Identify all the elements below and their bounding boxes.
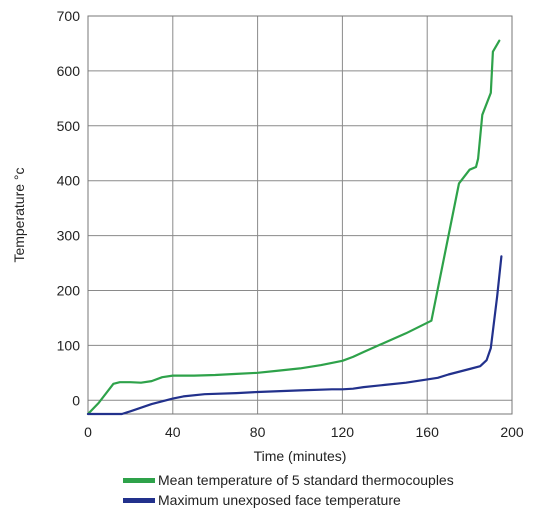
x-axis-title: Time (minutes): [254, 448, 347, 464]
x-tick-label: 120: [331, 424, 355, 440]
y-tick-label: 200: [57, 282, 81, 298]
y-tick-labels: 0 100 200 300 400 500 600 700: [57, 8, 81, 408]
y-tick-label: 400: [57, 173, 81, 189]
legend-swatch-maximum: [123, 497, 155, 503]
y-tick-label: 300: [57, 228, 81, 244]
legend: Mean temperature of 5 standard thermocou…: [123, 470, 454, 510]
series-line-maximum: [86, 255, 503, 416]
legend-label-mean: Mean temperature of 5 standard thermocou…: [158, 472, 454, 488]
x-tick-label: 80: [250, 424, 266, 440]
y-tick-label: 0: [72, 392, 80, 408]
line-chart: 0 100 200 300 400 500 600 700 0 40 80 120 160 200 Ti…: [11, 8, 524, 464]
y-tick-label: 100: [57, 337, 81, 353]
legend-item-mean: Mean temperature of 5 standard thermocou…: [123, 470, 454, 490]
x-tick-label: 200: [500, 424, 524, 440]
x-tick-label: 40: [165, 424, 181, 440]
series-layer: [86, 39, 503, 416]
y-axis-title: Temperature °c: [11, 167, 27, 262]
legend-label-maximum: Maximum unexposed face temperature: [158, 492, 401, 508]
legend-swatch-mean: [123, 477, 155, 483]
grid: [88, 16, 512, 414]
x-tick-label: 160: [416, 424, 440, 440]
x-tick-labels: 0 40 80 120 160 200: [84, 424, 524, 440]
plot-frame: [87, 15, 513, 415]
y-tick-label: 500: [57, 118, 81, 134]
y-tick-label: 700: [57, 8, 81, 24]
y-tick-label: 600: [57, 63, 81, 79]
legend-item-maximum: Maximum unexposed face temperature: [123, 490, 454, 510]
x-tick-label: 0: [84, 424, 92, 440]
series-line-mean: [86, 39, 501, 416]
